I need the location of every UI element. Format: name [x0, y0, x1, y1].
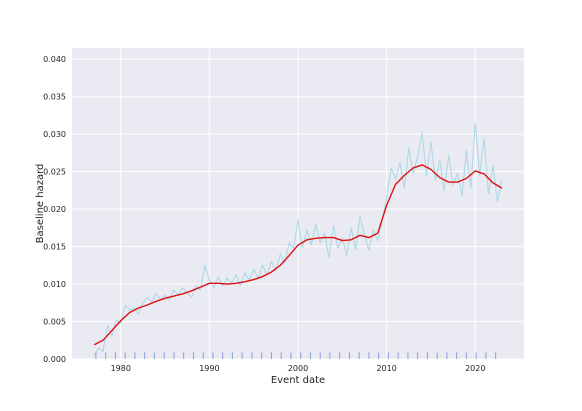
y-tick-labels: 0.000 0.005 0.010 0.015 0.020 0.025 0.030 0.035… — [43, 55, 66, 364]
x-tick-labels: 1980 1990 2000 2010 2020 — [111, 364, 486, 373]
y-tick-label: 0.030 — [43, 130, 66, 139]
smoothed-hazard-line — [93, 164, 503, 346]
x-axis-label: Event date — [271, 375, 325, 386]
y-tick-label: 0.020 — [43, 205, 66, 214]
y-tick-label: 0.005 — [43, 318, 66, 327]
x-tick-label: 2000 — [288, 364, 308, 373]
smoothed-series — [93, 164, 503, 346]
y-tick-label: 0.040 — [43, 55, 66, 64]
y-tick-label: 0.015 — [43, 243, 66, 252]
grid-lines — [72, 48, 524, 360]
x-tick-label: 2010 — [376, 364, 396, 373]
raw-hazard-line — [93, 122, 503, 356]
y-tick-label: 0.025 — [43, 168, 66, 177]
x-tick-label: 1980 — [111, 364, 131, 373]
rug-marks — [95, 352, 497, 359]
raw-series — [93, 122, 503, 356]
x-tick-label: 1990 — [199, 364, 219, 373]
y-tick-label: 0.035 — [43, 93, 66, 102]
x-tick-label: 2020 — [465, 364, 485, 373]
y-axis-label: Baseline hazard — [35, 164, 46, 244]
y-tick-label: 0.010 — [43, 280, 66, 289]
y-tick-label: 0.000 — [43, 355, 66, 364]
